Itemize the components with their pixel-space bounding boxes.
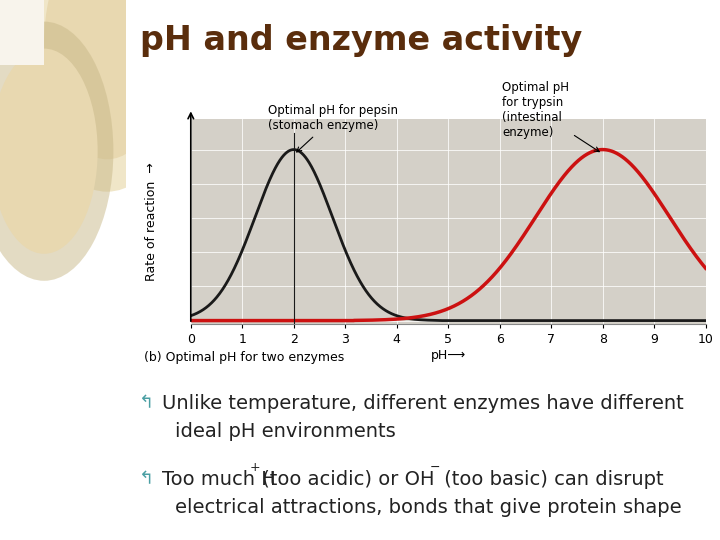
Bar xyxy=(0,0,44,65)
Text: ↰: ↰ xyxy=(139,470,154,488)
Text: (too basic) can disrupt: (too basic) can disrupt xyxy=(438,470,663,489)
Text: −: − xyxy=(430,461,441,474)
Text: pH and enzyme activity: pH and enzyme activity xyxy=(140,24,582,57)
Text: +: + xyxy=(250,461,261,474)
Text: electrical attractions, bonds that give protein shape: electrical attractions, bonds that give … xyxy=(175,498,682,517)
Text: pH⟶: pH⟶ xyxy=(431,349,466,362)
Ellipse shape xyxy=(0,22,114,281)
Ellipse shape xyxy=(0,49,98,254)
Text: (too acidic) or OH: (too acidic) or OH xyxy=(256,470,434,489)
Text: Rate of reaction  →: Rate of reaction → xyxy=(145,162,158,281)
Text: ↰: ↰ xyxy=(139,394,154,412)
Text: Unlike temperature, different enzymes have different: Unlike temperature, different enzymes ha… xyxy=(162,394,684,413)
Ellipse shape xyxy=(25,0,189,192)
Text: ideal pH environments: ideal pH environments xyxy=(175,422,396,441)
Text: Optimal pH
for trypsin
(intestinal
enzyme): Optimal pH for trypsin (intestinal enzym… xyxy=(503,82,599,152)
Text: (b) Optimal pH for two enzymes: (b) Optimal pH for two enzymes xyxy=(144,352,344,365)
Text: Too much H: Too much H xyxy=(162,470,276,489)
Text: Optimal pH for pepsin
(stomach enzyme): Optimal pH for pepsin (stomach enzyme) xyxy=(268,104,398,152)
Ellipse shape xyxy=(44,0,170,159)
